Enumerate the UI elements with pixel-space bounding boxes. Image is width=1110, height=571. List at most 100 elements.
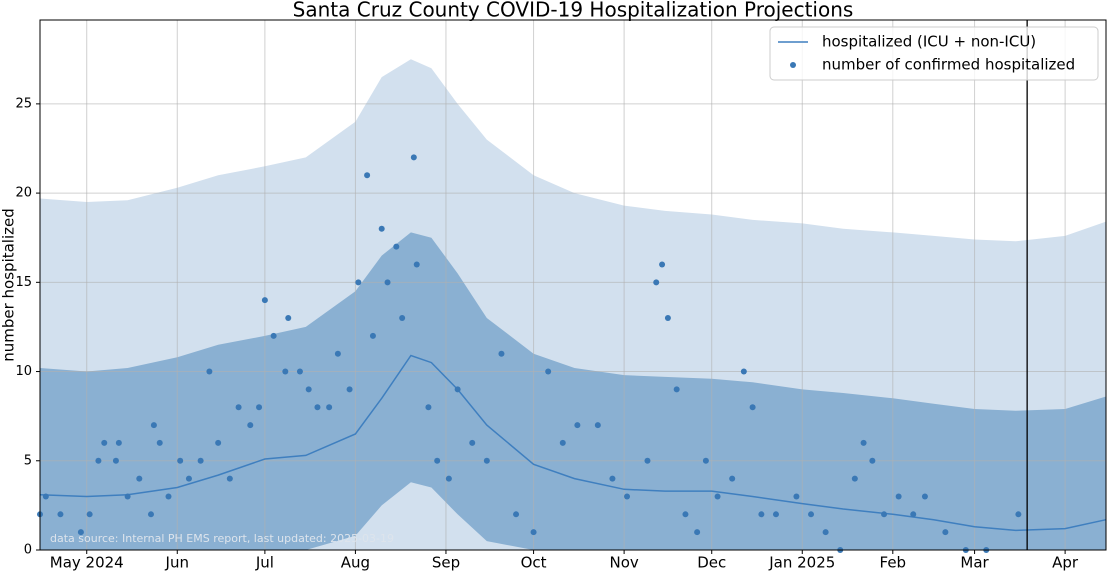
point — [559, 439, 566, 446]
point — [921, 493, 928, 500]
point — [346, 386, 353, 393]
x-tick-label: Jul — [255, 554, 274, 571]
point — [664, 315, 671, 322]
point — [483, 457, 490, 464]
y-axis-label: number hospitalized — [0, 208, 18, 362]
point — [57, 511, 64, 518]
point — [115, 439, 122, 446]
point — [659, 261, 666, 268]
point — [749, 404, 756, 411]
point — [334, 350, 341, 357]
point — [206, 368, 213, 375]
point — [910, 511, 917, 518]
point — [673, 386, 680, 393]
point — [454, 386, 461, 393]
point — [112, 457, 119, 464]
point — [445, 475, 452, 482]
y-tick-label: 25 — [15, 96, 32, 111]
x-tick-label: Apr — [1052, 554, 1079, 571]
point — [384, 279, 391, 286]
point — [851, 475, 858, 482]
point — [772, 511, 779, 518]
point — [860, 439, 867, 446]
point — [285, 315, 292, 322]
point — [101, 439, 108, 446]
x-tick-label: Aug — [341, 554, 370, 571]
point — [256, 404, 263, 411]
point — [399, 315, 406, 322]
x-tick-label: Jan 2025 — [768, 554, 835, 571]
y-tick-label: 0 — [24, 543, 32, 558]
point — [498, 350, 505, 357]
point — [247, 422, 254, 429]
point — [235, 404, 242, 411]
point — [369, 332, 376, 339]
point — [694, 529, 701, 536]
point — [895, 493, 902, 500]
point — [86, 511, 93, 518]
point — [314, 404, 321, 411]
point — [609, 475, 616, 482]
point — [425, 404, 432, 411]
point — [434, 457, 441, 464]
x-tick-label: Mar — [960, 554, 989, 571]
point — [808, 511, 815, 518]
point — [702, 457, 709, 464]
point — [326, 404, 333, 411]
y-tick-label: 5 — [24, 453, 32, 468]
x-tick-label: Sep — [432, 554, 460, 571]
point — [714, 493, 721, 500]
point — [530, 529, 537, 536]
point — [869, 457, 876, 464]
band — [40, 232, 1106, 550]
point — [653, 279, 660, 286]
point — [469, 439, 476, 446]
point — [270, 332, 277, 339]
point — [740, 368, 747, 375]
chart-title: Santa Cruz County COVID-19 Hospitalizati… — [293, 0, 854, 22]
legend-box — [769, 26, 1099, 81]
point — [95, 457, 102, 464]
point — [378, 225, 385, 232]
legend-marker — [790, 62, 796, 68]
x-tick-label: Feb — [880, 554, 907, 571]
annotation: data source: Internal PH EMS report, las… — [50, 532, 394, 545]
point — [1015, 511, 1022, 518]
x-tick-label: Nov — [609, 554, 638, 571]
point — [355, 279, 362, 286]
point — [545, 368, 552, 375]
x-tick-label: Oct — [521, 554, 547, 571]
point — [147, 511, 154, 518]
x-tick-label: May 2024 — [50, 554, 124, 571]
point — [215, 439, 222, 446]
point — [226, 475, 233, 482]
y-tick-label: 10 — [15, 364, 32, 379]
y-tick-label: 20 — [15, 186, 32, 201]
point — [124, 493, 131, 500]
point — [793, 493, 800, 500]
point — [393, 243, 400, 250]
legend-label: number of confirmed hospitalized — [822, 56, 1075, 74]
point — [305, 386, 312, 393]
point — [150, 422, 157, 429]
point — [758, 511, 765, 518]
point — [644, 457, 651, 464]
point — [77, 529, 84, 536]
point — [624, 493, 631, 500]
point — [156, 439, 163, 446]
point — [594, 422, 601, 429]
point — [136, 475, 143, 482]
point — [513, 511, 520, 518]
point — [165, 493, 172, 500]
point — [822, 529, 829, 536]
point — [42, 493, 49, 500]
legend-label: hospitalized (ICU + non-ICU) — [822, 33, 1036, 51]
y-tick-label: 15 — [15, 275, 32, 290]
point — [261, 297, 268, 304]
point — [185, 475, 192, 482]
point — [682, 511, 689, 518]
x-tick-label: Dec — [697, 554, 726, 571]
point — [574, 422, 581, 429]
point — [881, 511, 888, 518]
